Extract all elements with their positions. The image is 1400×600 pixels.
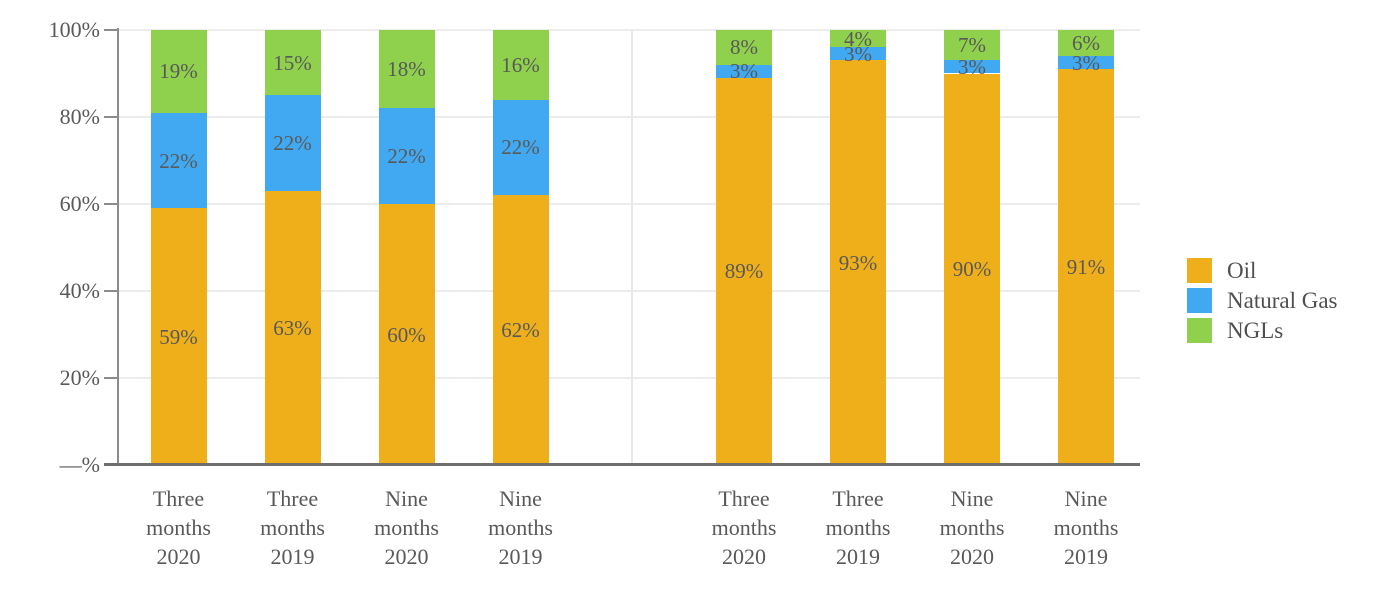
bar-value-label: 90% <box>952 257 992 282</box>
legend-item-oil: Oil <box>1187 258 1338 283</box>
bar-value-label: 7% <box>958 33 986 58</box>
bar-value-label: 6% <box>1072 31 1100 56</box>
bar-value-label: 22% <box>273 131 312 156</box>
horizontal-gridline <box>118 29 1140 31</box>
y-axis-tick-mark <box>104 203 118 205</box>
legend-label-oil: Oil <box>1227 258 1257 283</box>
y-axis-tick-label: 60% <box>59 191 100 216</box>
y-axis-tick-mark <box>104 377 118 379</box>
bar-value-label: 93% <box>838 250 878 275</box>
bar-value-label: 3% <box>730 59 758 84</box>
bar-segment-oil <box>264 190 321 465</box>
bar-value-label: 19% <box>159 59 198 84</box>
x-axis-category-label: Nine months 2019 <box>1053 486 1119 569</box>
x-axis-category-label: Nine months 2019 <box>488 486 553 569</box>
bar-segment-ngls <box>378 30 435 109</box>
bar-segment-ngls <box>492 30 549 100</box>
legend-item-ngls: NGLs <box>1187 318 1338 343</box>
y-axis-tick-label: 100% <box>48 17 100 42</box>
horizontal-gridline <box>118 203 1140 205</box>
bar-segment-oil <box>150 208 207 465</box>
bar-value-label: 89% <box>724 259 764 284</box>
legend-label-natural-gas: Natural Gas <box>1227 288 1338 313</box>
bar-segment-natural-gas <box>492 99 549 196</box>
bar-segment-natural-gas <box>378 108 435 204</box>
bar-value-label: 8% <box>730 35 758 60</box>
bar-segment-natural-gas <box>1058 56 1114 70</box>
bar-segment-ngls <box>716 30 772 65</box>
bar-value-label: 16% <box>501 52 540 77</box>
bar-segment-ngls <box>264 30 321 96</box>
bar-segment-oil <box>378 204 435 465</box>
legend: Oil Natural Gas NGLs <box>1187 258 1338 348</box>
bar-value-label: 22% <box>159 148 198 173</box>
bar-value-label: 62% <box>501 318 540 343</box>
bar-segment-oil <box>716 77 772 465</box>
y-axis-tick-mark <box>104 116 118 118</box>
bar-segment-oil <box>830 60 886 465</box>
bar-value-label: 4% <box>844 26 872 51</box>
bar-value-label: 3% <box>844 41 872 66</box>
bar-segment-oil <box>1058 69 1114 465</box>
legend-label-ngls: NGLs <box>1227 318 1284 343</box>
y-axis-tick-mark <box>104 290 118 292</box>
bar-segment-oil <box>944 73 1000 465</box>
horizontal-gridline <box>118 116 1140 118</box>
bar-segment-natural-gas <box>830 47 886 61</box>
bar-segment-ngls <box>830 30 886 48</box>
bar-segment-natural-gas <box>716 64 772 78</box>
x-axis-category-label: Three months 2020 <box>146 486 211 569</box>
bar-value-label: 59% <box>159 324 198 349</box>
bar-segment-natural-gas <box>944 60 1000 74</box>
x-axis-baseline <box>104 463 1140 466</box>
horizontal-gridline <box>118 377 1140 379</box>
bar-segment-oil <box>492 195 549 465</box>
bar-value-label: 3% <box>1072 50 1100 75</box>
bar-value-label: 22% <box>501 135 540 160</box>
y-axis-tick-label: 40% <box>59 278 100 303</box>
legend-item-natural-gas: Natural Gas <box>1187 288 1338 313</box>
bar-segment-natural-gas <box>150 112 207 209</box>
y-axis-tick-label: 20% <box>59 365 100 390</box>
bar-segment-ngls <box>944 30 1000 61</box>
bar-segment-ngls <box>150 30 207 113</box>
y-axis-tick-label: —% <box>59 452 100 477</box>
legend-swatch-natural-gas <box>1187 288 1212 313</box>
bar-value-label: 18% <box>387 57 426 82</box>
bar-value-label: 3% <box>958 54 986 79</box>
bar-value-label: 15% <box>273 50 312 75</box>
y-axis-line <box>117 28 119 466</box>
bar-segment-natural-gas <box>264 95 321 191</box>
y-axis-tick-label: 80% <box>59 104 100 129</box>
x-axis-category-label: Three months 2020 <box>711 486 777 569</box>
bar-segment-ngls <box>1058 30 1114 57</box>
group-divider-line <box>631 30 633 465</box>
x-axis-category-label: Three months 2019 <box>825 486 891 569</box>
x-axis-category-label: Nine months 2020 <box>939 486 1005 569</box>
bar-value-label: 60% <box>387 322 426 347</box>
bar-value-label: 22% <box>387 144 426 169</box>
x-axis-category-label: Nine months 2020 <box>374 486 439 569</box>
legend-swatch-ngls <box>1187 318 1212 343</box>
legend-swatch-oil <box>1187 258 1212 283</box>
y-axis-tick-mark <box>104 29 118 31</box>
bar-value-label: 91% <box>1066 255 1106 280</box>
bar-value-label: 63% <box>273 315 312 340</box>
horizontal-gridline <box>118 290 1140 292</box>
x-axis-category-label: Three months 2019 <box>260 486 325 569</box>
